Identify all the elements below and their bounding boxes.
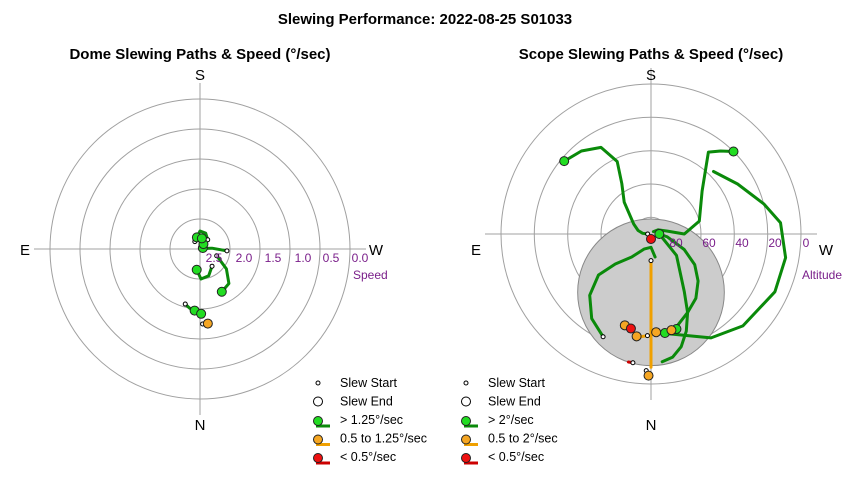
scope-slew-end-point xyxy=(651,327,662,338)
dome-ring-tick-label: 2.5 xyxy=(206,251,223,265)
scope-slew-start-point xyxy=(648,258,654,264)
dome-slew-end-point xyxy=(216,286,227,297)
scope-legend-start-swatch xyxy=(463,380,469,386)
dome-ring-tick-label: 0.0 xyxy=(352,251,369,265)
dome-slew-start-point xyxy=(214,253,220,259)
dome-slew-end-point xyxy=(196,233,207,244)
scope-legend-label: Slew End xyxy=(488,395,541,409)
scope-slew-end-point xyxy=(643,370,654,381)
dome-slew-start-point xyxy=(209,263,215,269)
dome-legend-marker-swatch xyxy=(313,453,323,463)
dome-legend-label: > 1.25°/sec xyxy=(340,413,403,427)
scope-ring-tick-label: 0 xyxy=(803,236,810,250)
scope-direction-bottom: N xyxy=(646,417,657,434)
scope-slew-path xyxy=(657,232,700,335)
scope-slew-end-point xyxy=(646,234,656,244)
scope-slew-path xyxy=(562,145,650,236)
dome-slew-end-point xyxy=(191,264,202,275)
scope-polar-plot: Scope Slewing Paths & Speed (°/sec) S N … xyxy=(461,46,842,465)
dome-legend-start-swatch xyxy=(315,380,321,386)
scope-legend-label: 0.5 to 2°/sec xyxy=(488,432,558,446)
scope-legend-end-swatch xyxy=(461,396,471,407)
dome-legend-label: Slew End xyxy=(340,395,393,409)
dome-slew-end-point xyxy=(202,318,213,329)
dome-direction-bottom: N xyxy=(195,417,206,434)
dome-slew-path xyxy=(215,254,231,294)
dome-legend-marker-swatch xyxy=(313,434,323,445)
dome-radial-label: Speed xyxy=(353,268,388,282)
scope-slew-end-point xyxy=(625,323,636,334)
dome-ring-tick-label: 1.5 xyxy=(265,251,282,265)
scope-direction-right: W xyxy=(819,242,834,259)
dome-ring-tick-label: 0.5 xyxy=(323,251,340,265)
scope-ring-tick-label: 20 xyxy=(768,236,782,250)
scope-slew-start-point xyxy=(630,360,636,366)
dome-direction-left: E xyxy=(20,242,30,259)
dome-polar-plot: Dome Slewing Paths & Speed (°/sec) S N E… xyxy=(20,46,427,465)
scope-slew-end-point xyxy=(559,156,570,167)
figure-title: Slewing Performance: 2022-08-25 S01033 xyxy=(278,11,572,28)
scope-legend-label: > 2°/sec xyxy=(488,413,534,427)
dome-legend-label: 0.5 to 1.25°/sec xyxy=(340,432,427,446)
dome-slew-path xyxy=(195,264,214,281)
scope-slew-path xyxy=(588,245,657,339)
dome-grid xyxy=(34,83,366,415)
dome-ring-tick-label: 1.0 xyxy=(295,251,312,265)
scope-slew-end-point xyxy=(728,146,739,157)
scope-radial-label: Altitude xyxy=(802,268,842,282)
scope-slew-start-point xyxy=(644,333,650,339)
scope-marks xyxy=(559,145,788,381)
scope-slew-end-point xyxy=(654,229,665,239)
dome-ring-labels: 2.5 2.0 1.5 1.0 0.5 0.0 xyxy=(206,251,369,265)
scope-slew-end-point xyxy=(631,331,642,342)
dome-legend: Slew Start Slew End > 1.25°/sec 0.5 to 1.25… xyxy=(313,376,427,465)
scope-slew-start-point xyxy=(600,334,606,340)
dome-legend-marker-swatch xyxy=(313,416,323,426)
dome-slew-start-point xyxy=(182,301,188,307)
scope-legend-marker-swatch xyxy=(461,453,471,463)
dome-legend-label: Slew Start xyxy=(340,376,397,390)
dome-legend-end-swatch xyxy=(313,396,323,407)
scope-direction-left: E xyxy=(471,242,481,259)
dome-slew-start-point xyxy=(224,248,230,254)
scope-legend: Slew Start Slew End > 2°/sec 0.5 to 2°/sec <… xyxy=(461,376,558,465)
dome-direction-right: W xyxy=(369,242,384,259)
scope-legend-label: Slew Start xyxy=(488,376,545,390)
dome-legend-label: < 0.5°/sec xyxy=(340,450,396,464)
dome-plot-title: Dome Slewing Paths & Speed (°/sec) xyxy=(69,46,330,63)
scope-direction-top: S xyxy=(646,67,656,84)
scope-legend-marker-swatch xyxy=(461,416,471,426)
scope-legend-label: < 0.5°/sec xyxy=(488,450,544,464)
dome-direction-top: S xyxy=(195,67,205,84)
scope-ring-tick-label: 80 xyxy=(669,236,683,250)
scope-ring-labels: 80 60 40 20 0 xyxy=(669,236,809,250)
scope-ring-tick-label: 40 xyxy=(735,236,749,250)
scope-slew-path xyxy=(657,232,690,364)
scope-slew-end-point xyxy=(666,325,677,336)
scope-legend-marker-swatch xyxy=(461,434,471,445)
scope-plot-title: Scope Slewing Paths & Speed (°/sec) xyxy=(519,46,783,63)
scope-slew-path xyxy=(661,170,788,340)
dome-marks xyxy=(182,229,231,329)
dome-slew-end-point xyxy=(196,308,207,319)
scope-ring-tick-label: 60 xyxy=(702,236,716,250)
dome-ring-tick-label: 2.0 xyxy=(236,251,253,265)
